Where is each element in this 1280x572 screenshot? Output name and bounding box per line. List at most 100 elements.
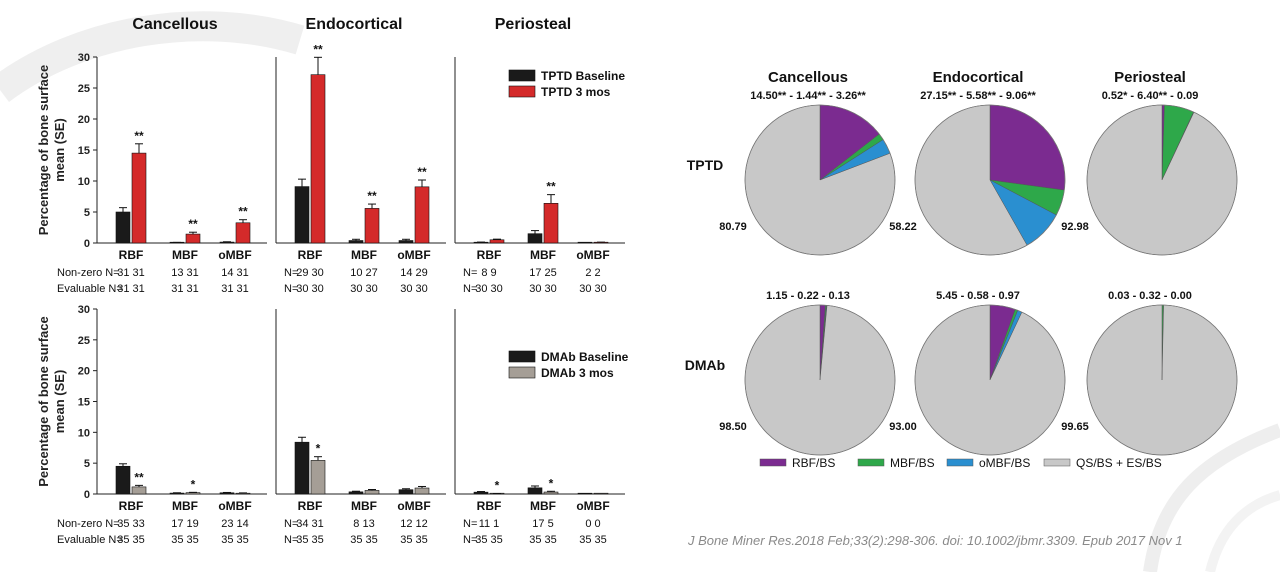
legend-swatch — [508, 350, 536, 363]
category-label: oMBF — [397, 248, 430, 262]
significance-mark: * — [549, 476, 554, 490]
pie-values-label: 0.03 - 0.32 - 0.00 — [1108, 290, 1192, 302]
pie-outline — [914, 104, 1066, 256]
nonzero-n-value: 0 0 — [585, 518, 600, 530]
pie-legend-swatch — [946, 458, 974, 467]
legend-swatch — [508, 69, 536, 82]
bar-3mos — [185, 492, 201, 495]
category-label: oMBF — [576, 499, 609, 513]
pie-outline — [1086, 304, 1238, 456]
pie-legend-label: oMBF/BS — [979, 456, 1030, 470]
evaluable-n-value: 30 30 — [579, 283, 607, 295]
bar-3mos — [310, 460, 326, 495]
y-tick-label: 0 — [84, 489, 90, 501]
panel-title: Periosteal — [495, 16, 571, 33]
legend-swatch — [508, 85, 536, 98]
bar-baseline — [527, 233, 543, 244]
nonzero-n-value: 14 31 — [221, 267, 249, 279]
y-tick-label: 30 — [78, 52, 90, 64]
evaluable-n-value: 35 35 — [475, 534, 503, 546]
significance-mark: ** — [367, 189, 377, 203]
evaluable-n-value: 30 30 — [475, 283, 503, 295]
significance-mark: * — [316, 442, 321, 456]
bar-3mos — [131, 486, 147, 495]
pie-values-label: 1.15 - 0.22 - 0.13 — [766, 290, 850, 302]
bar-baseline — [115, 465, 131, 495]
nonzero-n-value: 17 25 — [529, 267, 557, 279]
nonzero-n-value: 14 29 — [400, 267, 428, 279]
pie-outline — [1086, 104, 1238, 256]
bar-3mos — [593, 492, 609, 495]
pie-column-title: Periosteal — [1114, 69, 1186, 86]
evaluable-n-value: 35 35 — [171, 534, 199, 546]
pie-remainder-label: 99.65 — [1061, 421, 1089, 433]
nonzero-n-value: 11 1 — [479, 518, 500, 530]
y-tick-label: 20 — [78, 366, 90, 378]
evaluable-n-value: 35 35 — [350, 534, 378, 546]
category-label: RBF — [298, 499, 323, 513]
nonzero-n-value: 23 14 — [221, 518, 249, 530]
category-label: MBF — [530, 499, 556, 513]
category-label: RBF — [477, 499, 502, 513]
category-label: oMBF — [218, 499, 251, 513]
category-label: MBF — [530, 248, 556, 262]
evaluable-n-value: 31 31 — [117, 283, 145, 295]
bar-baseline — [527, 487, 543, 495]
y-tick-label: 10 — [78, 176, 90, 188]
evaluable-n-label: Evaluable N= — [57, 534, 123, 546]
category-label: RBF — [119, 499, 144, 513]
category-label: oMBF — [397, 499, 430, 513]
pie-values-label: 0.52* - 6.40** - 0.09 — [1102, 90, 1199, 102]
evaluable-n-value: 35 35 — [221, 534, 249, 546]
bar-baseline — [398, 240, 414, 244]
pie-legend-label: QS/BS + ES/BS — [1076, 456, 1162, 470]
pie-legend-label: RBF/BS — [792, 456, 835, 470]
pie-slice-rbf-bs — [989, 104, 1066, 191]
pie-values-label: 14.50** - 1.44** - 3.26** — [750, 90, 866, 102]
bar-baseline — [294, 186, 310, 244]
pie-legend-swatch — [759, 458, 787, 467]
category-label: RBF — [298, 248, 323, 262]
nonzero-n-value: 8 9 — [481, 267, 496, 279]
significance-mark: ** — [546, 180, 556, 194]
legend-label: TPTD 3 mos — [541, 85, 611, 99]
n-prefix: N= — [284, 267, 298, 279]
bar-3mos — [235, 222, 251, 244]
n-prefix: N= — [284, 534, 298, 546]
pie-column-title: Cancellous — [768, 69, 848, 86]
bar-3mos — [543, 491, 559, 495]
bar-3mos — [185, 233, 201, 244]
pie-row-label: TPTD — [687, 157, 724, 173]
significance-mark: * — [191, 477, 196, 491]
bar-3mos — [414, 487, 430, 495]
bar-3mos — [310, 74, 326, 244]
y-tick-label: 5 — [84, 458, 90, 470]
bar-baseline — [115, 211, 131, 244]
nonzero-n-value: 29 30 — [296, 267, 324, 279]
y-axis-label-line2: mean (SE) — [52, 118, 67, 182]
bar-baseline — [398, 489, 414, 495]
pie-legend-swatch — [1043, 458, 1071, 467]
n-prefix: N= — [284, 518, 298, 530]
legend-swatch — [508, 366, 536, 379]
evaluable-n-value: 30 30 — [400, 283, 428, 295]
pie-slice-qs-bs-es-bs — [914, 304, 1066, 456]
category-label: oMBF — [576, 248, 609, 262]
y-tick-label: 10 — [78, 427, 90, 439]
bar-3mos — [543, 203, 559, 244]
bar-baseline — [348, 240, 364, 244]
y-tick-label: 5 — [84, 207, 90, 219]
category-label: MBF — [351, 248, 377, 262]
category-label: MBF — [172, 248, 198, 262]
significance-mark: ** — [134, 129, 144, 143]
n-prefix: N= — [284, 283, 298, 295]
pie-outline — [744, 104, 896, 256]
y-tick-label: 15 — [78, 145, 90, 157]
panel-title: Endocortical — [306, 16, 403, 33]
significance-mark: ** — [134, 470, 144, 484]
pie-values-label: 27.15** - 5.58** - 9.06** — [920, 90, 1036, 102]
evaluable-n-value: 31 31 — [221, 283, 249, 295]
nonzero-n-value: 34 31 — [296, 518, 324, 530]
